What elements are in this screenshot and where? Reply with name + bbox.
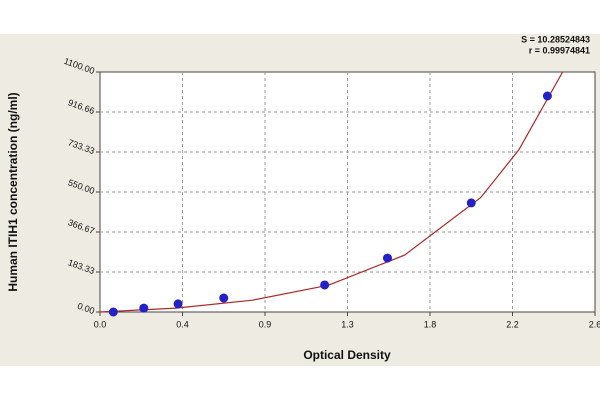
data-point	[466, 198, 476, 208]
x-tick-label: 2.6	[589, 319, 600, 329]
data-point	[108, 307, 118, 317]
annotation: r = 0.99974841	[529, 45, 590, 55]
data-point	[382, 253, 392, 263]
x-tick-label: 0.0	[94, 319, 107, 329]
y-axis-title: Human ITIH1 concentration (ng/ml)	[6, 92, 20, 291]
data-point	[219, 293, 229, 303]
data-point	[542, 91, 552, 101]
fit-curve	[99, 71, 564, 313]
x-tick-label: 0.9	[259, 319, 272, 329]
x-tick-label: 0.4	[176, 319, 189, 329]
x-tick-label: 2.2	[506, 319, 519, 329]
annotation: S = 10.28524843	[521, 34, 590, 44]
data-point	[173, 299, 183, 309]
x-tick-label: 1.3	[341, 319, 354, 329]
x-tick-label: 1.8	[424, 319, 437, 329]
data-point	[320, 280, 330, 290]
x-axis-title: Optical Density	[303, 348, 391, 362]
data-point	[139, 303, 149, 313]
